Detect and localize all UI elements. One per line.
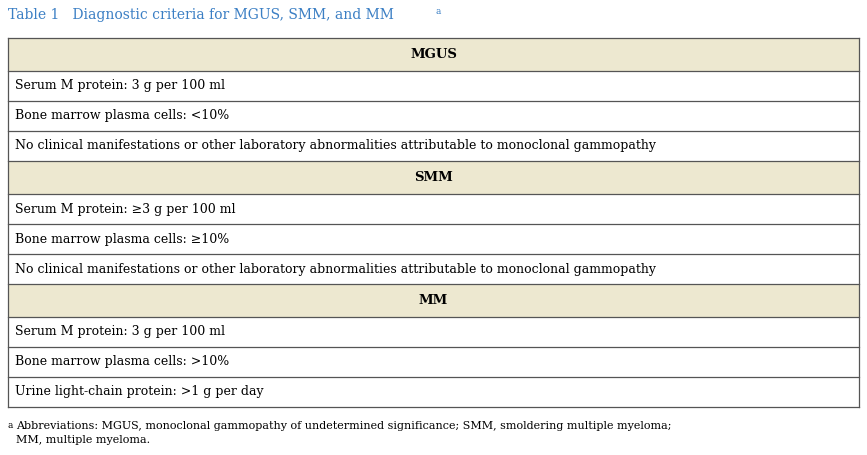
Text: MM, multiple myeloma.: MM, multiple myeloma. (16, 435, 150, 445)
Bar (8, 194, 859, 224)
Text: Bone marrow plasma cells: ≥10%: Bone marrow plasma cells: ≥10% (15, 233, 229, 246)
Text: a: a (436, 7, 441, 16)
Text: a: a (8, 421, 13, 430)
Bar (8, 284, 859, 317)
Text: Serum M protein: 3 g per 100 ml: Serum M protein: 3 g per 100 ml (15, 325, 225, 339)
Text: No clinical manifestations or other laboratory abnormalities attributable to mon: No clinical manifestations or other labo… (15, 263, 656, 275)
Text: No clinical manifestations or other laboratory abnormalities attributable to mon: No clinical manifestations or other labo… (15, 140, 656, 152)
Bar (8, 347, 859, 377)
Text: Urine light-chain protein: >1 g per day: Urine light-chain protein: >1 g per day (15, 385, 264, 399)
Text: Bone marrow plasma cells: >10%: Bone marrow plasma cells: >10% (15, 355, 229, 369)
Bar (8, 101, 859, 131)
Text: MM: MM (419, 294, 448, 307)
Text: Abbreviations: MGUS, monoclonal gammopathy of undetermined significance; SMM, sm: Abbreviations: MGUS, monoclonal gammopat… (16, 421, 672, 431)
Bar (8, 317, 859, 347)
Text: SMM: SMM (414, 171, 453, 184)
Bar (8, 71, 859, 101)
Text: Serum M protein: ≥3 g per 100 ml: Serum M protein: ≥3 g per 100 ml (15, 202, 236, 216)
Bar (8, 254, 859, 284)
Bar (8, 131, 859, 161)
Bar (8, 161, 859, 194)
Text: Bone marrow plasma cells: <10%: Bone marrow plasma cells: <10% (15, 110, 229, 122)
Bar (8, 38, 859, 71)
Text: Table 1   Diagnostic criteria for MGUS, SMM, and MM: Table 1 Diagnostic criteria for MGUS, SM… (8, 8, 394, 22)
Bar (8, 377, 859, 407)
Text: MGUS: MGUS (410, 48, 457, 61)
Text: Serum M protein: 3 g per 100 ml: Serum M protein: 3 g per 100 ml (15, 80, 225, 92)
Bar (8, 224, 859, 254)
